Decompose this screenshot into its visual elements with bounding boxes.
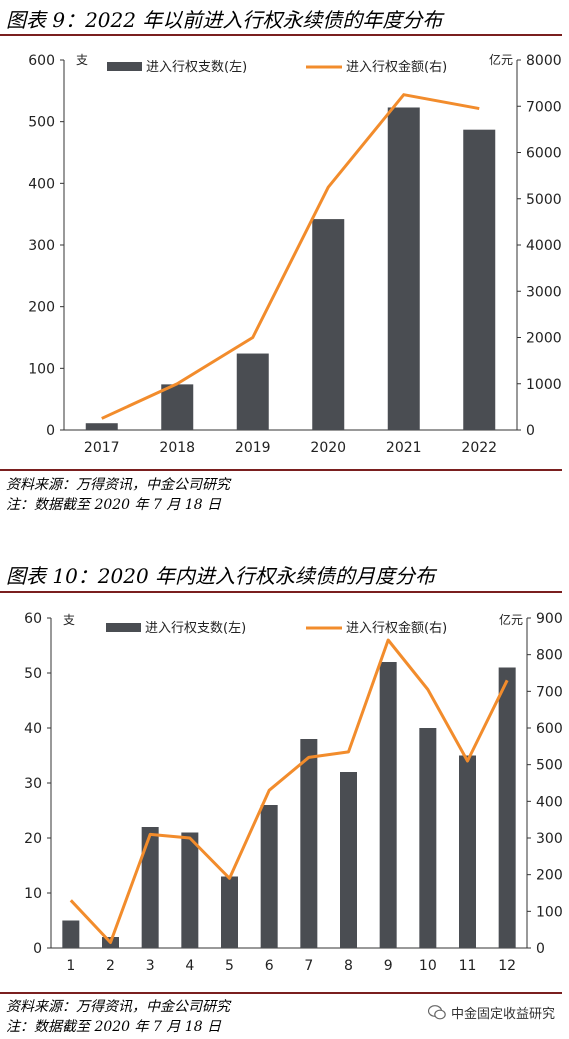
left-tick-label: 300 [28,238,55,254]
bar-line-chart-monthly: 0102030405060010020030040050060070080090… [24,611,563,974]
right-tick-label: 2000 [526,331,562,347]
bar [85,423,118,430]
bar [62,920,80,948]
left-tick-label: 20 [24,831,42,847]
right-tick-label: 8000 [526,53,562,69]
x-tick-label: 2 [106,958,115,974]
left-tick-label: 40 [24,721,42,737]
series-line [69,638,509,944]
right-tick-label: 4000 [526,238,562,254]
title-rule [0,591,562,593]
legend-bar-label: 进入行权支数(左) [145,620,246,636]
legend-line-label: 进入行权金额(右) [346,620,447,636]
legend-bar-swatch [107,62,142,71]
left-axis-unit: 支 [76,53,88,67]
left-tick-label: 600 [28,53,55,69]
right-tick-label: 700 [536,684,563,700]
left-tick-label: 0 [33,941,42,957]
left-tick-label: 400 [28,176,55,192]
x-tick-label: 6 [265,958,274,974]
x-tick-label: 4 [185,958,194,974]
right-tick-label: 1000 [526,377,562,393]
legend-bar-swatch [106,623,141,632]
right-tick-label: 300 [536,831,563,847]
left-axis-unit: 支 [63,613,75,627]
x-tick-label: 3 [146,958,155,974]
figure-title: 图表 9：2022 年以前进入行权永续债的年度分布 [6,8,443,32]
source-note: 资料来源：万得资讯，中金公司研究 [6,477,230,493]
footnote: 注：数据截至 2020 年 7 月 18 日 [6,1019,222,1035]
x-tick-label: 12 [498,958,516,974]
x-tick-label: 1 [66,958,75,974]
bar [141,827,159,948]
bar [312,219,345,430]
right-tick-label: 800 [536,648,563,664]
left-tick-label: 50 [24,666,42,682]
x-tick-label: 2018 [159,440,195,456]
x-tick-label: 7 [304,958,313,974]
x-tick-label: 5 [225,958,234,974]
figure-title: 图表 10：2020 年内进入行权永续债的月度分布 [6,564,436,588]
bar-line-chart-annual: 0100200300400500600010002000300040005000… [28,52,562,456]
bar [340,772,357,948]
right-tick-label: 900 [536,611,563,627]
bar [221,876,238,948]
x-tick-label: 2020 [310,440,346,456]
bar [181,832,199,948]
bar [260,805,278,948]
footnote: 注：数据截至 2020 年 7 月 18 日 [6,497,222,513]
bar [379,662,397,948]
source-note: 资料来源：万得资讯，中金公司研究 [6,999,230,1015]
bar [387,107,420,430]
x-tick-label: 11 [459,958,477,974]
x-tick-label: 2021 [386,440,422,456]
bar [498,667,516,948]
right-tick-label: 6000 [526,146,562,162]
legend-line-label: 进入行权金额(右) [346,59,447,75]
left-tick-label: 100 [28,361,55,377]
left-tick-label: 500 [28,115,55,131]
right-axis-unit: 亿元 [499,612,523,627]
x-tick-label: 2017 [84,440,120,456]
watermark: 中金固定收益研究 [427,1003,555,1022]
right-tick-label: 0 [526,423,535,439]
source-rule [0,992,562,994]
left-tick-label: 0 [46,423,55,439]
wechat-icon [427,1005,446,1020]
right-tick-label: 0 [536,941,545,957]
x-tick-label: 2019 [235,440,271,456]
bar [300,739,318,948]
bar [161,384,194,430]
title-rule [0,34,562,36]
x-tick-label: 10 [419,958,437,974]
left-tick-label: 200 [28,300,55,316]
x-tick-label: 9 [384,958,393,974]
bar [463,129,496,430]
bar [419,728,437,948]
legend-bar-label: 进入行权支数(左) [146,59,247,75]
series-line [101,93,480,420]
right-tick-label: 5000 [526,192,562,208]
bar [459,755,476,948]
source-rule [0,469,562,471]
right-tick-label: 400 [536,794,563,810]
x-tick-label: 8 [344,958,353,974]
bar [236,353,269,430]
right-tick-label: 100 [536,904,563,920]
watermark-text: 中金固定收益研究 [450,1007,555,1022]
right-tick-label: 3000 [526,284,562,300]
left-tick-label: 30 [24,776,42,792]
right-tick-label: 7000 [526,99,562,115]
right-tick-label: 500 [536,758,563,774]
right-tick-label: 600 [536,721,563,737]
left-tick-label: 10 [24,886,42,902]
right-tick-label: 200 [536,868,563,884]
x-tick-label: 2022 [461,440,497,456]
left-tick-label: 60 [24,611,42,627]
right-axis-unit: 亿元 [489,52,513,67]
